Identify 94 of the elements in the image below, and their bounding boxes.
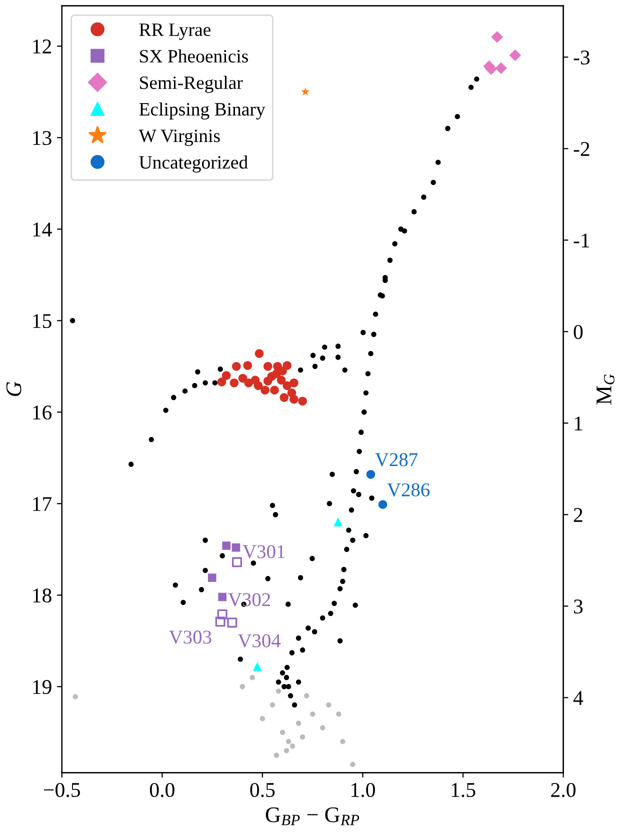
point	[276, 376, 286, 384]
point	[340, 738, 346, 744]
x-tick-label: 1.0	[352, 782, 375, 798]
point	[290, 378, 298, 388]
y2-tick-label: -2	[574, 142, 590, 156]
point	[250, 674, 256, 680]
point	[296, 720, 302, 726]
point	[491, 31, 503, 43]
point	[378, 500, 388, 509]
legend-label: Eclipsing Binary	[139, 102, 266, 120]
legend-label: Uncategorized	[139, 156, 248, 173]
point	[232, 543, 240, 552]
point	[252, 662, 262, 671]
point	[243, 361, 252, 370]
point	[284, 748, 290, 754]
annotation: V286	[387, 483, 430, 497]
point	[286, 738, 292, 744]
point	[208, 574, 216, 582]
y2-tick-label: 0	[574, 324, 583, 340]
point	[238, 374, 248, 383]
point	[218, 592, 227, 602]
annotation: V304	[238, 634, 281, 648]
point	[282, 381, 292, 390]
y-tick-label: 14	[33, 222, 52, 236]
point	[227, 618, 238, 628]
point	[270, 386, 279, 395]
point	[230, 378, 239, 388]
x-tick-label: 1.5	[452, 783, 476, 798]
point	[244, 378, 254, 388]
y2-tick-label: 2	[574, 508, 582, 522]
legend-label: RR Lyrae	[139, 24, 211, 40]
annotation: V301	[242, 545, 285, 558]
point	[287, 388, 296, 398]
point	[215, 616, 226, 627]
y-tick-label: 12	[33, 40, 52, 54]
point	[320, 725, 326, 730]
point	[334, 518, 342, 526]
point	[240, 684, 245, 690]
x-tick-label: 0.5	[250, 782, 275, 798]
point	[276, 688, 282, 694]
y-tick-label: 16	[33, 406, 52, 420]
point	[254, 381, 263, 390]
x-axis-title: G$_{BP}$ − G$_{RP}$	[266, 807, 360, 826]
y2-tick-label: 3	[574, 600, 583, 614]
point	[222, 371, 231, 380]
point	[274, 752, 280, 758]
point	[280, 393, 289, 402]
annotation: V303	[169, 630, 212, 644]
point	[300, 734, 306, 740]
y2-tick-label: 4	[573, 691, 584, 705]
point	[263, 362, 272, 371]
point	[217, 609, 228, 620]
point	[366, 470, 376, 479]
legend-label: W Virginis	[138, 130, 220, 146]
point	[495, 62, 508, 74]
point	[350, 762, 356, 767]
annotation: V302	[228, 593, 270, 606]
point	[298, 396, 307, 406]
point	[310, 711, 316, 717]
point	[304, 693, 310, 698]
point	[270, 702, 276, 708]
y2-tick-label: -3	[574, 50, 590, 65]
legend-label: Semi-Regular	[140, 76, 243, 93]
point	[326, 702, 332, 708]
x-tick-label: 0.0	[150, 782, 174, 798]
y-axis-title: G	[6, 382, 22, 396]
y2-tick-label: -1	[574, 234, 590, 248]
point	[217, 378, 226, 386]
point	[72, 694, 78, 700]
point	[260, 386, 270, 395]
point	[260, 716, 266, 722]
point	[232, 362, 241, 371]
y-tick-label: 15	[33, 314, 52, 328]
y-tick-label: 13	[33, 131, 52, 146]
point	[278, 366, 287, 376]
y2-axis-title: M$_{G}$	[596, 374, 614, 404]
point	[263, 376, 272, 386]
point	[509, 49, 522, 62]
point	[222, 542, 231, 550]
point	[232, 557, 242, 568]
point	[290, 744, 296, 749]
point	[300, 87, 310, 96]
point	[282, 361, 292, 370]
y-tick-label: 19	[33, 680, 52, 694]
y-tick-label: 17	[33, 497, 52, 511]
y-tick-label: 18	[33, 588, 52, 603]
point	[254, 349, 264, 358]
x-tick-label: 2.0	[551, 782, 576, 798]
x-tick-label: −0.5	[44, 782, 80, 798]
point	[280, 730, 286, 735]
y2-tick-label: 1	[574, 416, 582, 430]
legend-label: SX Pheoenicis	[140, 49, 248, 63]
annotation: V287	[375, 453, 418, 466]
point	[336, 711, 342, 717]
